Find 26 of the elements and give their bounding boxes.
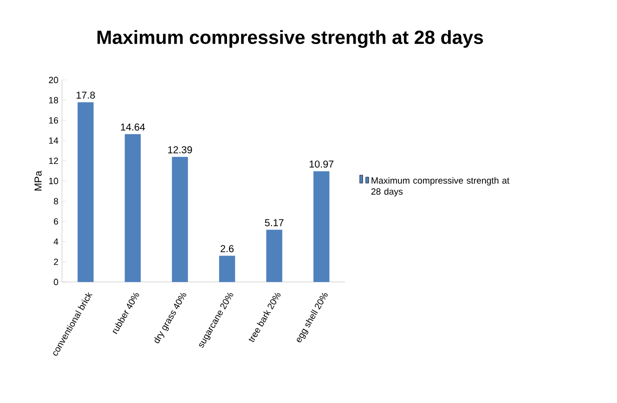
bar bbox=[219, 256, 236, 282]
bar bbox=[124, 134, 141, 282]
y-tick-label: 18 bbox=[49, 97, 58, 104]
data-label: 14.64 bbox=[121, 124, 145, 131]
y-tick-label: 14 bbox=[49, 137, 58, 144]
y-tick-label: 16 bbox=[49, 117, 58, 124]
y-tick-label: 4 bbox=[54, 238, 58, 245]
y-tick-label: 0 bbox=[54, 278, 58, 286]
data-label: 12.39 bbox=[168, 146, 192, 154]
y-tick-label: 12 bbox=[49, 158, 58, 164]
y-axis-title: MPa bbox=[34, 170, 42, 190]
y-tick-label: 20 bbox=[48, 76, 58, 84]
y-tick-label: 6 bbox=[54, 218, 58, 225]
chart-title: Maximum compressive strength at 28 days bbox=[98, 30, 483, 48]
y-tick-label: 10 bbox=[49, 178, 58, 184]
legend-label: Maximum compressive strength at 28 days bbox=[371, 177, 510, 196]
y-tick-label: 2 bbox=[54, 258, 58, 265]
data-label: 10.97 bbox=[310, 160, 334, 168]
bar bbox=[266, 230, 282, 282]
bar bbox=[78, 102, 94, 282]
bar bbox=[172, 156, 188, 282]
data-label: 17.8 bbox=[76, 92, 95, 99]
data-label: 2.6 bbox=[220, 245, 234, 252]
data-label: 5.17 bbox=[264, 219, 284, 226]
y-tick-label: 8 bbox=[54, 198, 58, 204]
bar bbox=[313, 171, 330, 282]
